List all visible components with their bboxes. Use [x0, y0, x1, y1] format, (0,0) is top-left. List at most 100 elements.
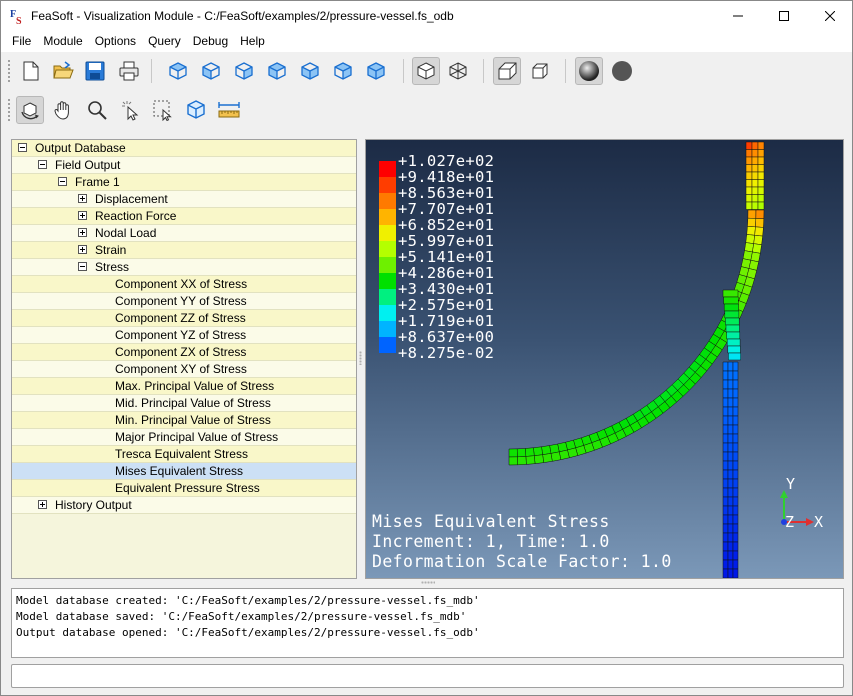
- expand-icon[interactable]: [78, 194, 87, 203]
- mesh-element: [732, 361, 739, 372]
- tree-item-label: Equivalent Pressure Stress: [115, 481, 260, 495]
- tree-item[interactable]: Component XY of Stress: [12, 361, 356, 378]
- menu-file[interactable]: File: [12, 34, 32, 48]
- mesh-element: [732, 388, 739, 399]
- vertical-splitter-handle[interactable]: [359, 351, 362, 365]
- view-iso-2-icon: [202, 62, 220, 80]
- tree-item[interactable]: Displacement: [12, 191, 356, 208]
- maximize-button[interactable]: [761, 1, 807, 31]
- expand-icon[interactable]: [78, 211, 87, 220]
- mesh-element: [732, 514, 739, 525]
- tree-item[interactable]: Strain: [12, 242, 356, 259]
- expand-icon[interactable]: [78, 245, 87, 254]
- zoom-button[interactable]: [83, 96, 111, 124]
- minimize-button[interactable]: [715, 1, 761, 31]
- fit-view-icon: [187, 100, 205, 119]
- tree-item[interactable]: Tresca Equivalent Stress: [12, 446, 356, 463]
- message-console[interactable]: Model database created: 'C:/FeaSoft/exam…: [11, 588, 844, 658]
- save-button[interactable]: [81, 57, 109, 85]
- pick-button[interactable]: [116, 96, 144, 124]
- tree-item[interactable]: Field Output: [12, 157, 356, 174]
- command-input[interactable]: [11, 664, 844, 688]
- mesh-element: [722, 559, 729, 570]
- mesh-plot: [508, 141, 765, 578]
- tree-item[interactable]: Component YZ of Stress: [12, 327, 356, 344]
- horizontal-splitter-handle[interactable]: [421, 581, 435, 584]
- mesh-element: [722, 406, 729, 417]
- tree-item[interactable]: Max. Principal Value of Stress: [12, 378, 356, 395]
- print-button[interactable]: [115, 57, 143, 85]
- toolbar-grip[interactable]: [7, 98, 11, 122]
- measure-button[interactable]: [215, 96, 243, 124]
- graphics-viewport[interactable]: +1.027e+02 +9.418e+01 +8.563e+01 +7.707e+01…: [365, 139, 844, 579]
- tree-item[interactable]: Min. Principal Value of Stress: [12, 412, 356, 429]
- mesh-element: [727, 550, 734, 561]
- mesh-element: [508, 448, 518, 458]
- menu-help[interactable]: Help: [240, 34, 265, 48]
- mesh-element: [550, 451, 562, 462]
- tree-item[interactable]: Nodal Load: [12, 225, 356, 242]
- new-file-button[interactable]: [17, 57, 45, 85]
- open-button[interactable]: [49, 57, 77, 85]
- tree-item[interactable]: Mises Equivalent Stress: [12, 463, 356, 480]
- collapse-icon[interactable]: [58, 177, 67, 186]
- output-database-tree[interactable]: Output Database Field Output Frame 1 Displa…: [11, 139, 357, 579]
- tree-item[interactable]: Stress: [12, 259, 356, 276]
- view-iso-2-button[interactable]: [197, 57, 225, 85]
- view-iso-6-button[interactable]: [329, 57, 357, 85]
- menu-query[interactable]: Query: [148, 34, 181, 48]
- close-button[interactable]: [807, 1, 853, 31]
- tree-item[interactable]: Output Database: [12, 140, 356, 157]
- view-iso-7-button[interactable]: [362, 57, 390, 85]
- menu-options[interactable]: Options: [94, 34, 137, 48]
- tree-item[interactable]: Component YY of Stress: [12, 293, 356, 310]
- view-iso-4-button[interactable]: [263, 57, 291, 85]
- flat-shading-button[interactable]: [608, 57, 636, 85]
- mesh-element: [722, 415, 729, 426]
- tree-item[interactable]: Component ZX of Stress: [12, 344, 356, 361]
- smooth-shading-button[interactable]: [575, 57, 603, 85]
- pan-button[interactable]: [49, 96, 77, 124]
- collapse-icon[interactable]: [78, 262, 87, 271]
- legend-value: +7.707e+01: [398, 200, 495, 218]
- mesh-element: [727, 568, 734, 578]
- mesh-element: [722, 541, 729, 552]
- toolbar-separator: [403, 59, 404, 83]
- render-wireframe-button[interactable]: [444, 57, 472, 85]
- mesh-element: [722, 442, 729, 453]
- collapse-icon[interactable]: [18, 143, 27, 152]
- tree-item[interactable]: Equivalent Pressure Stress: [12, 480, 356, 497]
- box-select-button[interactable]: [149, 96, 177, 124]
- tree-item[interactable]: History Output: [12, 497, 356, 514]
- mesh-element: [732, 451, 739, 462]
- expand-icon[interactable]: [78, 228, 87, 237]
- collapse-icon[interactable]: [38, 160, 47, 169]
- tree-item[interactable]: Component ZZ of Stress: [12, 310, 356, 327]
- tree-item[interactable]: Frame 1: [12, 174, 356, 191]
- mesh-element: [757, 164, 765, 173]
- mesh-element: [722, 289, 739, 298]
- view-iso-3-button[interactable]: [230, 57, 258, 85]
- legend-swatch: [379, 257, 396, 273]
- legend-swatch: [379, 321, 396, 337]
- expand-icon[interactable]: [38, 500, 47, 509]
- toolbar-grip[interactable]: [7, 59, 11, 83]
- parallel-button[interactable]: [526, 57, 554, 85]
- mesh-element: [722, 451, 729, 462]
- tree-item[interactable]: Mid. Principal Value of Stress: [12, 395, 356, 412]
- perspective-button[interactable]: [493, 57, 521, 85]
- tree-item[interactable]: Major Principal Value of Stress: [12, 429, 356, 446]
- rotate-button[interactable]: [16, 96, 44, 124]
- tree-item[interactable]: Component XX of Stress: [12, 276, 356, 293]
- view-iso-5-button[interactable]: [296, 57, 324, 85]
- triad-y-label: Y: [786, 475, 795, 493]
- render-solid-button[interactable]: [412, 57, 440, 85]
- fit-view-button[interactable]: [182, 96, 210, 124]
- menu-module[interactable]: Module: [43, 34, 83, 48]
- view-iso-1-button[interactable]: [164, 57, 192, 85]
- menu-debug[interactable]: Debug: [192, 34, 229, 48]
- perspective-box-icon: [498, 62, 517, 80]
- mesh-element: [723, 303, 739, 312]
- save-icon: [85, 61, 105, 81]
- tree-item[interactable]: Reaction Force: [12, 208, 356, 225]
